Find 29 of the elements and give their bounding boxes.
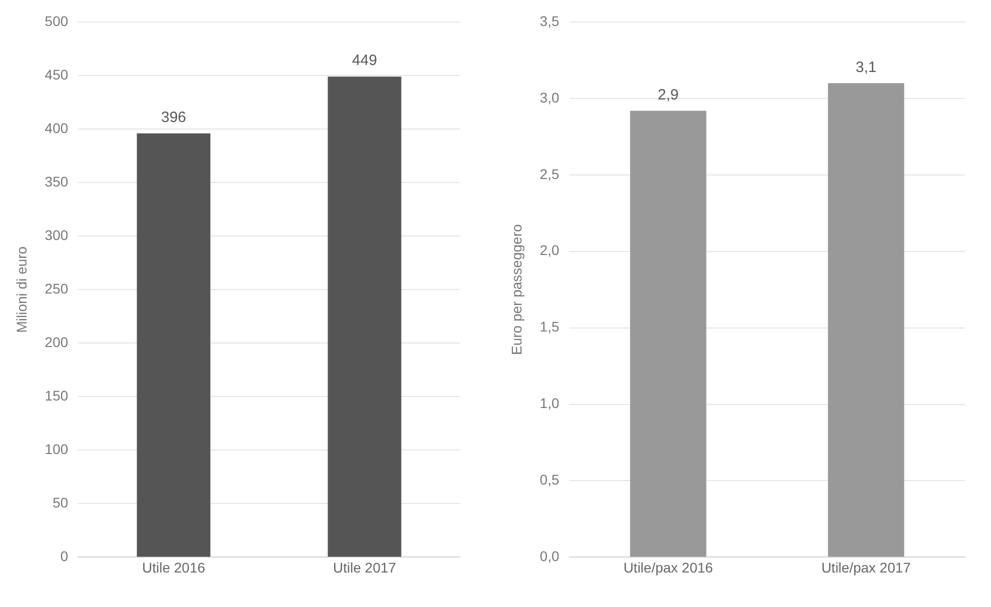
y-tick-label: 0,0 xyxy=(540,548,560,564)
y-tick-label: 350 xyxy=(44,173,68,190)
y-tick-label: 300 xyxy=(44,226,68,243)
x-tick-label: Utile/pax 2016 xyxy=(623,559,714,576)
x-tick-label: Utile 2016 xyxy=(142,559,206,576)
y-tick-label: 0 xyxy=(60,548,68,564)
y-tick-label: 0,5 xyxy=(540,472,560,488)
x-tick-label: Utile/pax 2017 xyxy=(821,559,912,576)
y-tick-label: 250 xyxy=(44,280,68,296)
y-tick-label: 100 xyxy=(44,441,68,458)
y-tick-label: 2,0 xyxy=(540,242,560,258)
x-tick-label: Utile 2017 xyxy=(333,559,396,576)
data-label: 2,9 xyxy=(658,86,679,104)
y-tick-label: 1,5 xyxy=(540,318,560,335)
data-label: 449 xyxy=(352,52,378,70)
y-tick-label: 450 xyxy=(44,66,68,82)
y-tick-label: 1,0 xyxy=(540,395,560,412)
data-label: 3,1 xyxy=(856,58,876,76)
y-tick-label: 400 xyxy=(44,120,68,136)
y-tick-label: 50 xyxy=(52,494,68,511)
y-tick-label: 150 xyxy=(44,388,68,404)
y-tick-label: 2,5 xyxy=(540,166,560,182)
data-label: 396 xyxy=(161,108,186,126)
y-axis-title: Milioni di euro xyxy=(13,246,30,333)
y-tick-label: 200 xyxy=(44,334,68,350)
y-tick-label: 3,5 xyxy=(540,12,560,29)
y-tick-label: 500 xyxy=(44,12,68,29)
y-axis-title: Euro per passeggero xyxy=(508,224,524,355)
y-tick-label: 3,0 xyxy=(540,89,560,106)
